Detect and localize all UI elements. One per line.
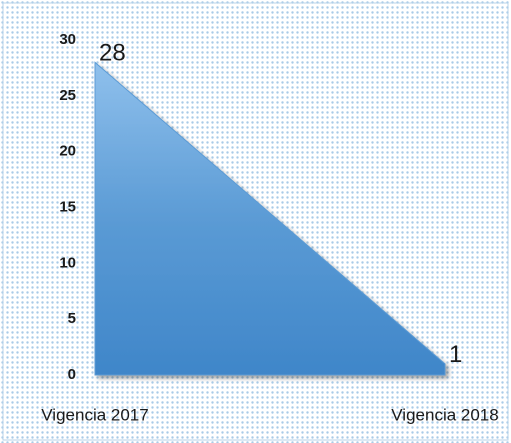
y-tick-label: 15 (59, 198, 76, 215)
x-tick-label: Vigencia 2018 (391, 405, 498, 424)
y-tick-label: 20 (59, 143, 76, 160)
x-tick-label: Vigencia 2017 (41, 405, 148, 424)
y-tick-label: 10 (59, 254, 76, 271)
y-tick-label: 0 (68, 366, 76, 383)
y-tick-label: 25 (59, 87, 76, 104)
data-label: 1 (449, 341, 462, 368)
y-tick-label: 30 (59, 31, 76, 48)
y-tick-label: 5 (68, 310, 76, 327)
data-label: 28 (99, 40, 126, 67)
area (94, 61, 446, 376)
